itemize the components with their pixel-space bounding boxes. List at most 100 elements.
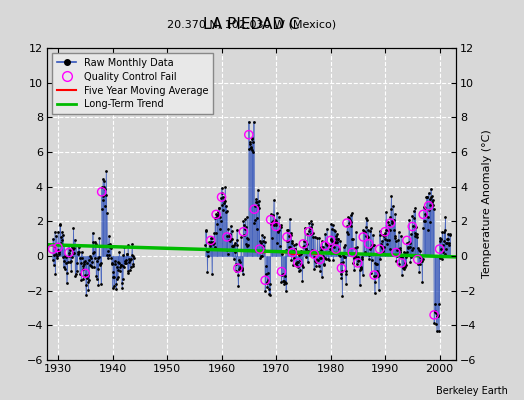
Point	[217, 184, 226, 191]
Point	[350, 255, 358, 261]
Point	[293, 258, 302, 265]
Point	[401, 250, 410, 256]
Point	[87, 262, 95, 269]
Point	[290, 254, 298, 261]
Point	[269, 197, 278, 203]
Point	[356, 267, 364, 274]
Point	[357, 264, 366, 271]
Point	[116, 268, 124, 274]
Point	[55, 249, 63, 255]
Point	[69, 250, 77, 256]
Point	[310, 251, 319, 258]
Point	[63, 270, 71, 276]
Point	[104, 248, 112, 254]
Point	[108, 261, 116, 267]
Point	[253, 199, 261, 205]
Point	[326, 236, 335, 242]
Point	[382, 226, 390, 233]
Point	[358, 272, 367, 278]
Point	[388, 220, 396, 226]
Point	[101, 186, 109, 192]
Point	[52, 233, 60, 239]
Point	[62, 260, 70, 266]
Point	[253, 226, 261, 232]
Point	[288, 249, 297, 256]
Point	[95, 254, 103, 260]
Point	[102, 168, 111, 175]
Point	[267, 235, 276, 241]
Point	[105, 233, 113, 239]
Point	[93, 266, 102, 272]
Point	[124, 242, 132, 248]
Point	[397, 254, 406, 260]
Point	[54, 251, 63, 257]
Point	[365, 246, 374, 252]
Point	[122, 260, 130, 266]
Point	[83, 272, 92, 278]
Point	[290, 242, 298, 248]
Point	[244, 242, 252, 249]
Point	[359, 228, 368, 234]
Point	[69, 246, 77, 252]
Point	[310, 266, 319, 272]
Point	[59, 264, 68, 270]
Point	[61, 252, 70, 259]
Point	[393, 253, 401, 260]
Point	[68, 253, 76, 260]
Point	[219, 194, 227, 200]
Point	[228, 236, 236, 242]
Point	[412, 224, 420, 230]
Point	[377, 241, 385, 247]
Point	[413, 234, 421, 240]
Point	[344, 214, 353, 220]
Point	[348, 210, 356, 216]
Point	[435, 246, 444, 252]
Point	[293, 263, 302, 270]
Point	[365, 252, 373, 259]
Point	[258, 253, 267, 260]
Point	[358, 256, 366, 262]
Point	[91, 239, 99, 245]
Point	[74, 242, 83, 248]
Point	[65, 242, 73, 248]
Point	[336, 238, 344, 244]
Point	[226, 238, 234, 245]
Point	[392, 238, 400, 244]
Point	[97, 189, 106, 195]
Point	[430, 309, 439, 315]
Point	[361, 229, 369, 236]
Point	[283, 234, 291, 240]
Point	[345, 220, 353, 226]
Point	[339, 252, 347, 258]
Point	[101, 203, 110, 209]
Point	[82, 282, 90, 288]
Point	[266, 216, 275, 223]
Point	[52, 255, 61, 261]
Point	[48, 257, 57, 264]
Point	[276, 224, 285, 230]
Point	[68, 243, 77, 250]
Point	[250, 206, 258, 212]
Point	[355, 257, 363, 264]
Point	[340, 254, 348, 260]
Point	[111, 261, 119, 268]
Point	[443, 235, 452, 242]
Point	[345, 217, 354, 223]
Point	[263, 280, 271, 286]
Point	[440, 238, 448, 244]
Point	[79, 266, 87, 272]
Point	[285, 233, 293, 240]
Point	[66, 258, 74, 265]
Point	[381, 228, 389, 235]
Point	[307, 224, 315, 230]
Point	[390, 226, 398, 233]
Point	[247, 147, 256, 154]
Point	[239, 228, 247, 235]
Point	[202, 246, 211, 252]
Point	[234, 265, 242, 271]
Point	[96, 260, 105, 266]
Point	[339, 259, 347, 265]
Point	[363, 232, 372, 239]
Point	[60, 258, 68, 264]
Point	[309, 230, 317, 236]
